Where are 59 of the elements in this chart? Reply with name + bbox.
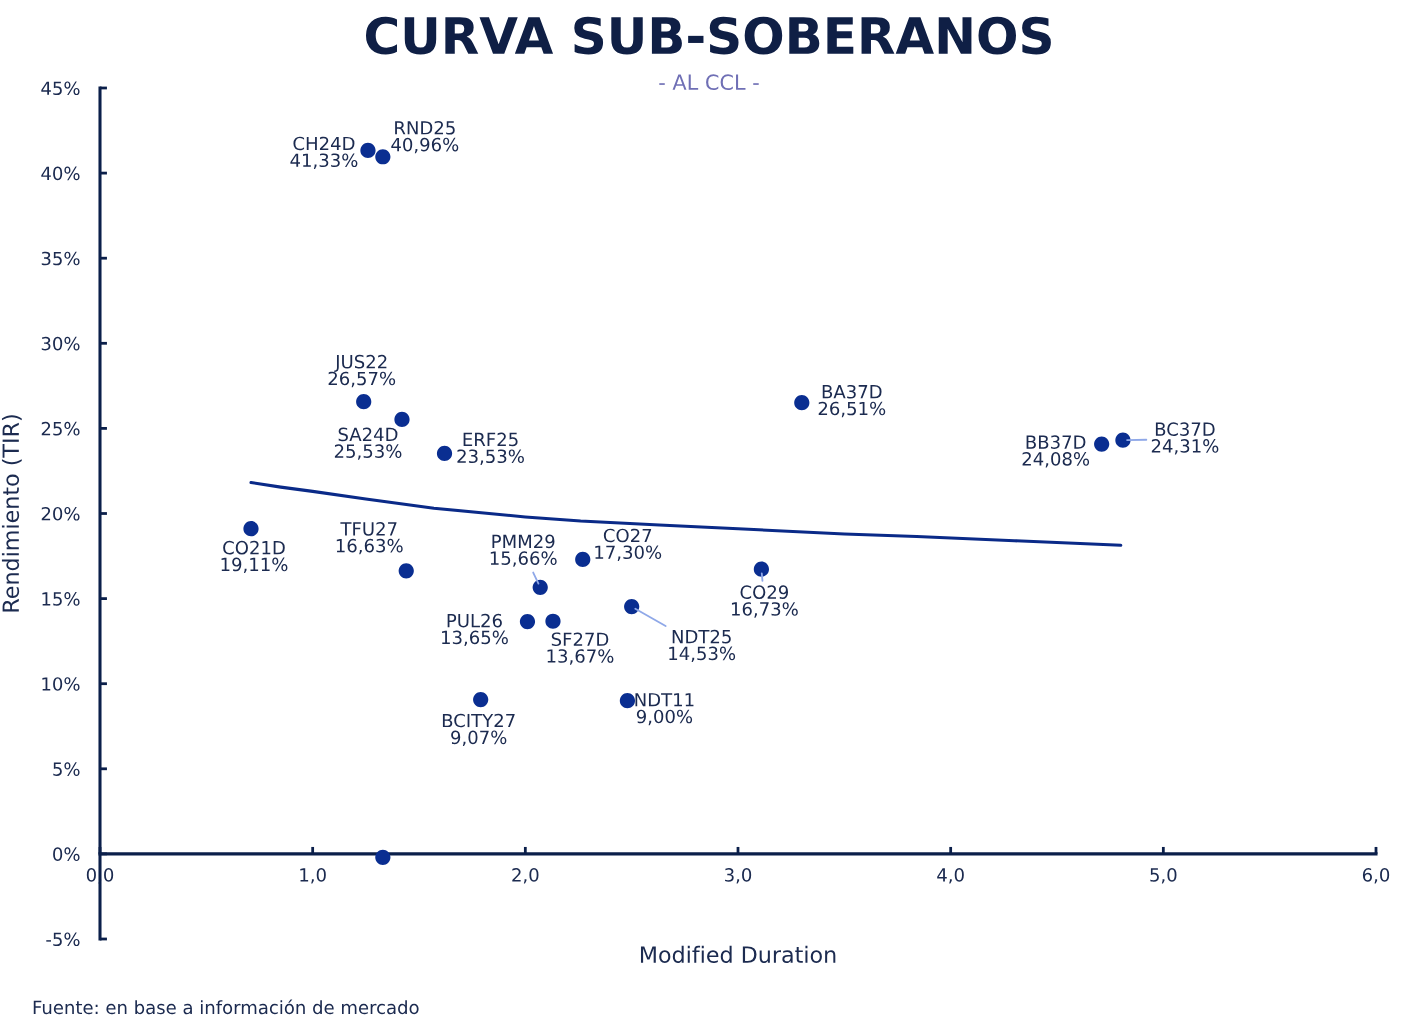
y-tick-label: 45% (41, 81, 80, 96)
y-tick-label: 15% (42, 592, 80, 606)
data-label: RND25 40,96% (391, 120, 459, 154)
point (375, 849, 391, 865)
point (398, 563, 414, 579)
point (243, 521, 259, 537)
x-axis-title: Modified Duration (640, 945, 836, 964)
point (519, 613, 536, 630)
data-label: NDT25 14,53% (669, 629, 736, 663)
point (1115, 432, 1131, 448)
point (575, 551, 591, 568)
point (360, 142, 376, 159)
y-tick-label: 10% (42, 677, 80, 691)
data-label: CO21D 19,11% (221, 540, 288, 574)
data-label: BC37D 24,31% (1151, 422, 1219, 455)
point (545, 613, 561, 629)
x-tick-label: 6,0 (1362, 868, 1390, 884)
data-label: BA37D 26,51% (818, 384, 886, 418)
x-tick-label: 5,0 (1150, 868, 1177, 884)
data-label: CO29 16,73% (731, 585, 798, 618)
data-label: TFU27 16,63% (336, 522, 403, 555)
point (436, 445, 453, 462)
data-label: JUS22 26,57% (328, 354, 396, 388)
data-label: PUL26 13,65% (442, 613, 508, 647)
y-tick-label: 25% (41, 421, 80, 436)
y-tick-label: 35% (41, 251, 80, 266)
data-label: BB37D 24,08% (1022, 435, 1090, 468)
y-tick-label: 0% (53, 847, 80, 862)
chart-subtitle: - AL CCL - (659, 74, 759, 91)
point (624, 598, 640, 615)
data-label: BCITY27 9,07% (442, 713, 515, 746)
chart-title: CURVA SUB-SOBERANOS (365, 16, 1051, 55)
data-label: SA24D 25,53% (334, 427, 402, 460)
point (1094, 436, 1110, 452)
data-label: NDT11 9,00% (635, 693, 694, 726)
data-label: ERF25 23,53% (457, 432, 524, 465)
point (473, 691, 489, 708)
data-label: SF27D 13,67% (547, 632, 614, 665)
point (532, 579, 548, 595)
y-tick-label: 5% (53, 762, 80, 776)
source-note: Fuente: en base a información de mercado (33, 999, 419, 1015)
data-label: CH24D 41,33% (290, 136, 358, 169)
data-label: PMM29 15,66% (490, 534, 557, 567)
x-tick-label: 3,0 (725, 868, 752, 884)
y-tick-label: 20% (41, 506, 80, 521)
point (794, 395, 810, 411)
point (619, 693, 636, 709)
x-tick-label: 2,0 (512, 868, 539, 884)
data-label: CO27 17,30% (595, 528, 662, 561)
x-tick-label: 1,0 (300, 868, 326, 884)
point (753, 561, 769, 577)
y-tick-label: -5% (46, 932, 80, 947)
point (375, 149, 391, 165)
point (394, 411, 410, 427)
y-tick-label: 30% (41, 336, 80, 351)
y-tick-label: 40% (41, 166, 80, 181)
point (356, 394, 372, 410)
y-axis-title: Rendimiento (TIR) (1, 415, 22, 612)
x-tick-label: 4,0 (937, 868, 964, 884)
